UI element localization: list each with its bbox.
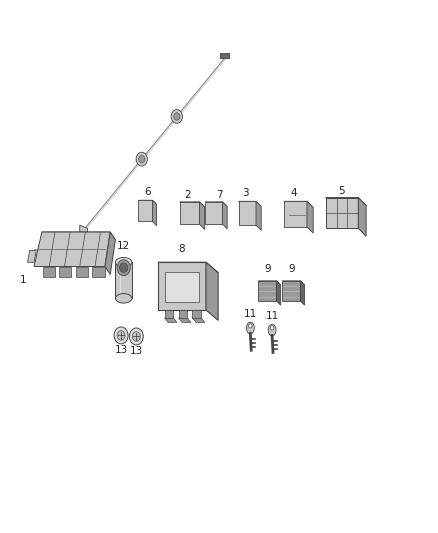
Text: 13: 13 [114, 345, 128, 356]
Polygon shape [34, 232, 110, 266]
Polygon shape [80, 225, 88, 235]
Polygon shape [28, 251, 36, 262]
Polygon shape [138, 200, 152, 221]
Polygon shape [180, 202, 205, 207]
Circle shape [171, 110, 183, 123]
Polygon shape [239, 201, 261, 207]
Circle shape [174, 113, 180, 120]
Text: 1: 1 [20, 274, 26, 285]
Text: 2: 2 [184, 190, 191, 200]
Ellipse shape [116, 294, 132, 303]
Ellipse shape [247, 322, 254, 334]
Ellipse shape [116, 257, 132, 267]
Polygon shape [284, 201, 307, 227]
Text: 3: 3 [242, 188, 248, 198]
Polygon shape [165, 272, 199, 302]
Polygon shape [220, 53, 229, 58]
Polygon shape [158, 262, 218, 273]
Polygon shape [152, 200, 157, 225]
Polygon shape [205, 202, 227, 207]
Polygon shape [76, 266, 88, 277]
Polygon shape [307, 201, 313, 233]
Polygon shape [282, 281, 304, 285]
Polygon shape [258, 281, 281, 285]
Polygon shape [192, 310, 201, 318]
Polygon shape [325, 198, 366, 206]
Polygon shape [192, 318, 205, 322]
Text: 9: 9 [264, 264, 271, 274]
Text: 4: 4 [290, 188, 297, 198]
Text: 12: 12 [117, 241, 131, 252]
Polygon shape [179, 310, 187, 318]
Ellipse shape [117, 260, 130, 276]
Polygon shape [42, 232, 116, 240]
Polygon shape [300, 281, 304, 305]
Polygon shape [105, 232, 116, 274]
Text: 6: 6 [144, 187, 151, 197]
Text: 9: 9 [288, 264, 295, 274]
Polygon shape [205, 202, 223, 224]
Polygon shape [180, 202, 199, 224]
Circle shape [139, 156, 145, 163]
Text: 5: 5 [339, 185, 345, 196]
Circle shape [132, 332, 140, 341]
Polygon shape [258, 281, 276, 301]
Polygon shape [199, 202, 205, 229]
Polygon shape [325, 198, 358, 228]
Polygon shape [165, 310, 173, 318]
Polygon shape [179, 318, 191, 322]
Polygon shape [116, 262, 132, 298]
Polygon shape [92, 266, 105, 277]
Text: 13: 13 [130, 346, 143, 357]
Polygon shape [223, 202, 227, 229]
Polygon shape [276, 281, 281, 305]
Polygon shape [206, 262, 218, 320]
Circle shape [270, 326, 274, 330]
Polygon shape [256, 201, 261, 230]
Polygon shape [59, 266, 71, 277]
Circle shape [136, 152, 148, 166]
Polygon shape [358, 198, 366, 236]
Text: 11: 11 [244, 309, 257, 319]
Circle shape [114, 327, 128, 344]
Ellipse shape [268, 324, 276, 336]
Text: 8: 8 [179, 244, 185, 254]
Polygon shape [239, 201, 256, 225]
Polygon shape [138, 200, 157, 205]
Polygon shape [165, 318, 177, 322]
Ellipse shape [120, 263, 128, 272]
Polygon shape [158, 262, 206, 310]
Circle shape [249, 324, 252, 328]
Text: 11: 11 [265, 311, 279, 321]
Circle shape [117, 330, 125, 340]
Polygon shape [43, 266, 55, 277]
Polygon shape [282, 281, 300, 301]
Polygon shape [284, 201, 313, 208]
Circle shape [129, 328, 143, 345]
Text: 7: 7 [215, 190, 223, 200]
